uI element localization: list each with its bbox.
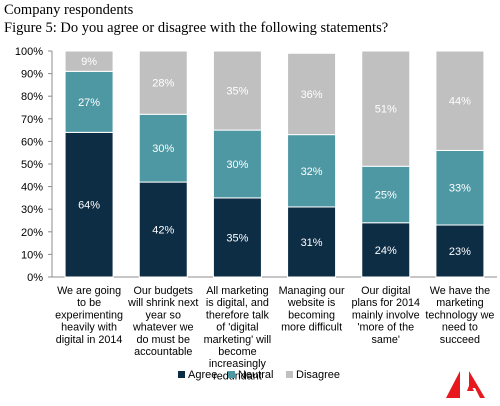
x-category-label: same' — [372, 334, 400, 346]
x-category-label: 'more of the — [357, 322, 414, 334]
x-category-label: of 'digital — [216, 322, 258, 334]
bar-segment-agree — [138, 181, 188, 278]
data-label: 51% — [375, 104, 397, 116]
data-label: 33% — [449, 183, 471, 195]
bar-segment-disagree — [64, 50, 114, 72]
data-label: 24% — [375, 245, 397, 257]
data-label: 28% — [152, 78, 174, 90]
x-category-label: to be — [77, 297, 101, 309]
chart-header: Company respondents Figure 5: Do you agr… — [4, 1, 388, 37]
bar-segment-disagree — [361, 50, 411, 167]
x-category-label: become — [218, 346, 256, 358]
data-label: 42% — [152, 225, 174, 237]
bar-segment-neutral — [287, 134, 337, 208]
legend-swatch-disagree — [286, 371, 293, 378]
y-tick-label: 0% — [27, 272, 43, 284]
bar-segment-agree — [287, 206, 337, 278]
x-category-label: We have the — [430, 285, 490, 297]
x-category-label: Our budgets — [134, 285, 194, 297]
x-category-label: increasingly — [209, 358, 267, 370]
y-tick-label: 20% — [21, 227, 43, 239]
y-tick-label: 70% — [21, 114, 43, 126]
adobe-logo-icon — [446, 371, 485, 398]
bar-segment-agree — [361, 222, 411, 278]
x-category-label: becoming — [288, 309, 335, 321]
chart-subtitle: Company respondents — [4, 2, 134, 18]
data-label: 64% — [78, 200, 100, 212]
y-tick-label: 30% — [21, 204, 43, 216]
bar-segment-neutral — [212, 129, 262, 199]
x-category-label: more difficult — [281, 322, 342, 334]
data-label: 35% — [226, 232, 248, 244]
data-label: 36% — [301, 89, 323, 101]
bar-segment-agree — [435, 224, 485, 278]
x-category-label: accountable — [134, 346, 192, 358]
legend-swatch-neutral — [228, 371, 235, 378]
x-category-label: mainly involve — [352, 309, 420, 321]
y-tick-label: 60% — [21, 136, 43, 148]
x-category-label: Managing our — [279, 285, 345, 297]
data-label: 32% — [301, 166, 323, 178]
x-category-label: plans for 2014 — [352, 297, 420, 309]
y-tick-label: 90% — [21, 69, 43, 81]
bar-segment-disagree — [287, 52, 337, 136]
legend-label-agree: Agree — [188, 369, 217, 381]
x-category-label: digital in 2014 — [56, 334, 123, 346]
x-category-label: do must be — [137, 334, 190, 346]
x-category-label: website is — [287, 297, 336, 309]
legend-swatch-agree — [178, 371, 185, 378]
data-label: 27% — [78, 97, 100, 109]
bar-segment-disagree — [212, 50, 262, 131]
data-label: 23% — [449, 246, 471, 258]
x-category-label: succeed — [440, 334, 480, 346]
bar-segment-neutral — [361, 165, 411, 224]
x-category-label: experimenting — [55, 309, 123, 321]
data-label: 35% — [226, 86, 248, 98]
y-tick-label: 40% — [21, 182, 43, 194]
x-category-label: need to — [442, 322, 478, 334]
bar-segment-disagree — [138, 50, 188, 115]
x-category-label: is digital, and — [206, 297, 269, 309]
x-category-label: All marketing — [206, 285, 268, 297]
bar-segment-disagree — [435, 50, 485, 151]
x-category-label: therefore talk — [206, 309, 270, 321]
y-tick-label: 50% — [21, 159, 43, 171]
chart-title: Figure 5: Do you agree or disagree with … — [4, 20, 389, 36]
x-category-label: year so — [146, 309, 181, 321]
legend-label-disagree: Disagree — [296, 369, 340, 381]
x-category-label: marketing' will — [204, 334, 271, 346]
x-category-label: will shrink next — [127, 297, 198, 309]
x-category-label: heavily with — [61, 322, 117, 334]
bar-segment-neutral — [138, 113, 188, 183]
x-category-label: We are going — [57, 285, 121, 297]
x-category-label: whatever we — [132, 322, 194, 334]
data-label: 30% — [152, 143, 174, 155]
legend-label-neutral: Neutral — [238, 369, 273, 381]
data-label: 30% — [226, 159, 248, 171]
y-tick-label: 80% — [21, 91, 43, 103]
data-label: 9% — [81, 56, 97, 68]
x-category-label: Our digital — [361, 285, 410, 297]
x-category-label: marketing — [436, 297, 483, 309]
data-label: 25% — [375, 190, 397, 202]
x-category-label: redundant — [213, 370, 262, 382]
y-tick-label: 100% — [15, 46, 43, 58]
bar-segment-neutral — [435, 149, 485, 226]
y-tick-label: 10% — [21, 249, 43, 261]
data-label: 31% — [301, 237, 323, 249]
x-category-label: technology we — [425, 309, 494, 321]
data-label: 44% — [449, 96, 471, 108]
